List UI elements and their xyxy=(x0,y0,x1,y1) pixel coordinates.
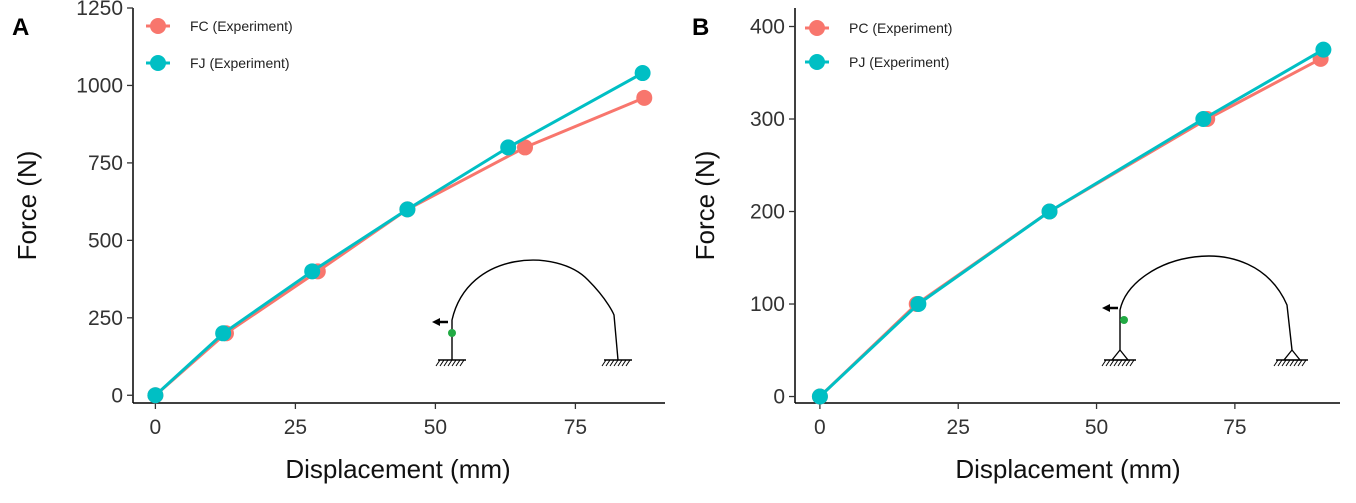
ground-hatch xyxy=(621,359,627,367)
pin-support xyxy=(1110,348,1130,361)
y-tick-label: 250 xyxy=(88,307,123,330)
legend-label: PJ (Experiment) xyxy=(849,54,949,70)
ground-hatch xyxy=(1293,359,1299,367)
ground-hatch xyxy=(451,359,457,367)
ground-hatch xyxy=(1285,359,1291,367)
ground-hatch xyxy=(447,359,453,367)
ground-hatch xyxy=(1289,359,1295,367)
y-tick-label: 0 xyxy=(773,386,785,409)
y-tick-label: 1000 xyxy=(76,74,123,97)
ground-hatch xyxy=(1277,359,1283,367)
data-point-fj xyxy=(500,139,517,156)
x-tick-label: 0 xyxy=(814,416,826,439)
ground-hatch xyxy=(1101,359,1107,367)
legend-label: PC (Experiment) xyxy=(849,20,952,36)
ground-hatch xyxy=(625,359,631,367)
ground-hatch xyxy=(1125,359,1131,367)
series-line-pj xyxy=(818,48,1325,398)
x-tick-label: 75 xyxy=(1223,416,1246,439)
data-point-fc xyxy=(636,89,653,106)
y-tick-label: 0 xyxy=(111,384,123,407)
x-tick-label: 50 xyxy=(424,416,447,439)
y-tick-label: 750 xyxy=(88,152,123,175)
x-tick-label: 50 xyxy=(1085,416,1108,439)
structure-diagram xyxy=(432,259,632,367)
ground-hatch xyxy=(1109,359,1115,367)
pin-support xyxy=(1282,348,1302,361)
legend-key-marker xyxy=(809,54,825,70)
legend-label: FC (Experiment) xyxy=(190,18,293,34)
data-point-pj xyxy=(1195,111,1212,128)
data-point-fj xyxy=(399,201,416,218)
x-tick-label: 0 xyxy=(150,416,162,439)
y-tick-label: 1250 xyxy=(76,0,123,20)
data-point-fj xyxy=(634,65,651,82)
ground-hatch xyxy=(1129,359,1135,367)
series-line-fc xyxy=(154,96,645,397)
ground-hatch xyxy=(439,359,445,367)
series-line-fj xyxy=(154,71,644,397)
y-tick-label: 200 xyxy=(750,201,785,224)
load-point-marker xyxy=(1120,316,1128,324)
legend-label: FJ (Experiment) xyxy=(190,55,290,71)
y-tick-label: 100 xyxy=(750,293,785,316)
legend-key-marker xyxy=(809,20,825,36)
x-tick-label: 75 xyxy=(564,416,587,439)
ground-hatch xyxy=(435,359,441,367)
y-tick-label: 300 xyxy=(750,108,785,131)
ground-hatch xyxy=(459,359,465,367)
ground-hatch xyxy=(1113,359,1119,367)
ground-hatch xyxy=(1297,359,1303,367)
ground-hatch xyxy=(1273,359,1279,367)
ground-hatch xyxy=(1301,359,1307,367)
arch-outline xyxy=(1119,255,1293,351)
data-point-fj xyxy=(215,325,232,342)
x-tick-label: 25 xyxy=(947,416,970,439)
x-axis-title: Displacement (mm) xyxy=(285,454,510,484)
chart-panel-b: B 0 100 200 300 400 0 25 50 75 Displacement (mm) Fo… xyxy=(690,8,1340,484)
ground-hatch xyxy=(1281,359,1287,367)
ground-hatch xyxy=(609,359,615,367)
data-point-pj xyxy=(811,388,828,405)
structure-diagram xyxy=(1101,255,1308,367)
ground-hatch xyxy=(443,359,449,367)
series-line-pc xyxy=(818,57,1322,398)
ground-hatch xyxy=(1121,359,1127,367)
panel-label: B xyxy=(692,14,709,41)
panel-label: A xyxy=(12,14,29,41)
ground-hatch xyxy=(1117,359,1123,367)
data-point-pj xyxy=(1041,203,1058,220)
ground-hatch xyxy=(455,359,461,367)
chart-panel-a: A 0 250 500 750 1000 1250 0 25 50 75 Displacement (… xyxy=(12,0,665,484)
y-tick-label: 400 xyxy=(750,16,785,39)
y-tick-label: 500 xyxy=(88,229,123,252)
load-arrowhead xyxy=(432,318,440,326)
y-axis-title: Force (N) xyxy=(12,151,42,261)
data-point-fj xyxy=(147,387,164,404)
x-axis-title: Displacement (mm) xyxy=(955,454,1180,484)
legend-key-marker xyxy=(150,55,166,71)
data-point-pj xyxy=(910,296,927,313)
y-axis-title: Force (N) xyxy=(690,151,720,261)
ground-hatch xyxy=(617,359,623,367)
ground-hatch xyxy=(605,359,611,367)
load-arrowhead xyxy=(1102,304,1110,312)
ground-hatch xyxy=(1105,359,1111,367)
ground-hatch xyxy=(601,359,607,367)
legend-key-marker xyxy=(150,18,166,34)
load-point-marker xyxy=(448,329,456,337)
x-tick-label: 25 xyxy=(284,416,307,439)
ground-hatch xyxy=(613,359,619,367)
data-point-fc xyxy=(517,139,533,156)
arch-outline xyxy=(451,259,619,361)
data-point-pj xyxy=(1315,41,1332,58)
data-point-fj xyxy=(304,263,321,280)
